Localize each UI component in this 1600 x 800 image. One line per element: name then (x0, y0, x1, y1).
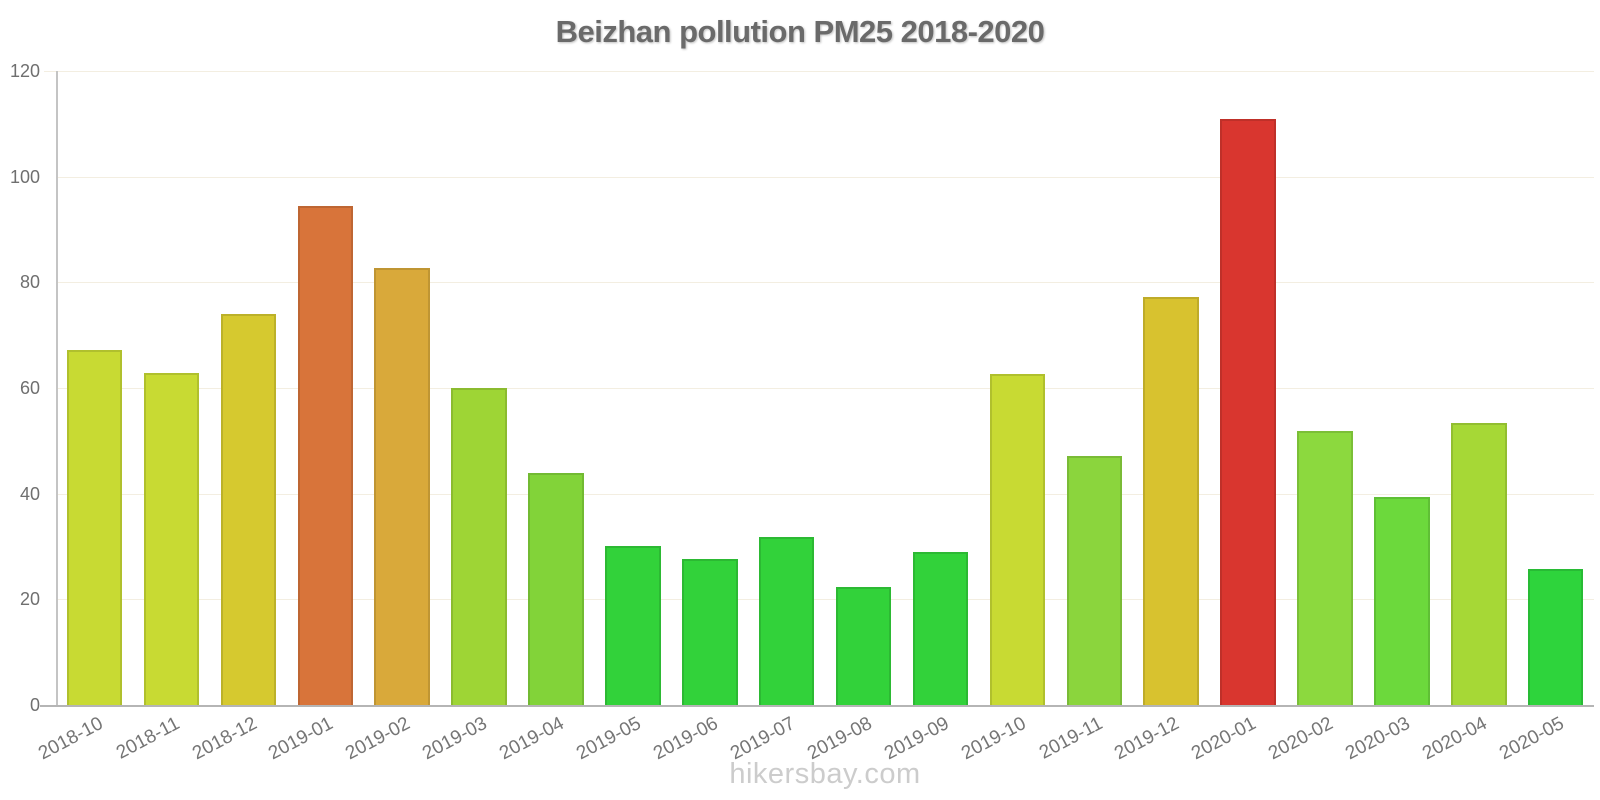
gridline-60 (57, 388, 1594, 390)
bar-2019-01[interactable] (297, 205, 353, 705)
gridline-20 (57, 599, 1594, 601)
gridline-120 (44, 71, 1594, 73)
y-axis-line (56, 71, 58, 707)
x-axis-label-2019-11: 2019-11 (1035, 713, 1107, 764)
y-axis-label-120: 120 (9, 61, 40, 82)
bar-2020-01[interactable] (1220, 118, 1276, 705)
bar-2019-10[interactable] (989, 374, 1046, 705)
x-axis-line (56, 705, 1594, 707)
bar-2020-05[interactable] (1527, 569, 1584, 705)
y-axis-label-20: 20 (19, 589, 40, 610)
bar-2019-11[interactable] (1066, 455, 1122, 705)
x-axis-label-2019-03: 2019-03 (419, 713, 491, 765)
x-axis-label-2019-10: 2019-10 (957, 713, 1030, 765)
gridline-40 (57, 493, 1594, 495)
chart-title: Beizhan pollution PM25 2018-2020 (555, 14, 1045, 49)
bar-2019-06[interactable] (682, 559, 738, 705)
y-axis-label-40: 40 (19, 483, 40, 504)
x-axis-label-2019-05: 2019-05 (573, 713, 645, 765)
bar-2018-11[interactable] (143, 373, 200, 705)
y-axis-label-60: 60 (19, 378, 40, 399)
x-axis-label-2019-12: 2019-12 (1111, 713, 1183, 765)
x-axis-label-2020-04: 2020-04 (1419, 713, 1491, 765)
x-axis-label-2019-06: 2019-06 (650, 713, 722, 765)
bar-2019-02[interactable] (374, 267, 430, 705)
x-axis-label-2018-10: 2018-10 (34, 713, 107, 765)
x-axis-label-2018-11: 2018-11 (113, 713, 184, 764)
y-axis-label-0: 0 (29, 695, 40, 715)
bar-2019-07[interactable] (758, 537, 815, 705)
bar-2020-02[interactable] (1297, 431, 1353, 705)
x-axis-label-2020-02: 2020-02 (1265, 713, 1337, 765)
y-axis-label-100: 100 (9, 166, 40, 187)
x-axis-label-2020-05: 2020-05 (1496, 713, 1568, 765)
bar-2018-10[interactable] (66, 349, 123, 705)
x-axis-label-2019-02: 2019-02 (342, 713, 414, 765)
gridline-100 (57, 176, 1594, 178)
x-axis-label-2020-03: 2020-03 (1342, 713, 1414, 765)
x-axis-label-2019-04: 2019-04 (496, 713, 568, 765)
bar-2020-03[interactable] (1374, 496, 1430, 705)
bar-2019-09[interactable] (912, 551, 969, 705)
bar-2019-04[interactable] (528, 473, 584, 705)
bar-2019-08[interactable] (835, 587, 892, 705)
zero-tick-mark (40, 705, 56, 707)
gridline-80 (57, 282, 1594, 284)
x-axis-label-2019-01: 2019-01 (265, 713, 338, 765)
bar-2019-03[interactable] (451, 387, 507, 705)
bar-2018-12[interactable] (220, 313, 277, 705)
bar-2019-05[interactable] (605, 546, 661, 705)
y-axis-label-80: 80 (19, 272, 40, 293)
watermark: hikersbay.com (729, 758, 921, 790)
x-axis-label-2020-01: 2020-01 (1188, 713, 1260, 765)
bar-2020-04[interactable] (1451, 422, 1507, 705)
x-axis-label-2018-12: 2018-12 (188, 713, 261, 765)
bar-2019-12[interactable] (1143, 296, 1199, 705)
